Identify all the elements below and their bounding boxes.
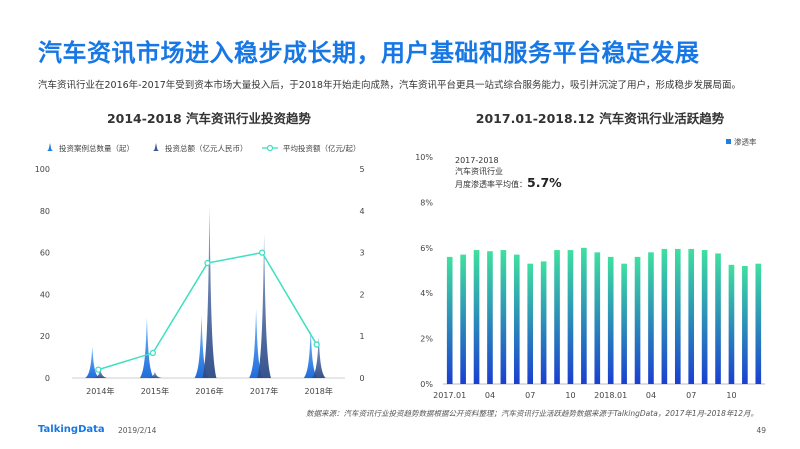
count-spike bbox=[139, 317, 154, 378]
annotation-line2: 汽车资讯行业 bbox=[455, 167, 503, 176]
annotation-line1: 2017-2018 bbox=[455, 156, 499, 165]
x-month-label: 2018.01 bbox=[594, 391, 627, 400]
x-category-label: 2015年 bbox=[141, 386, 169, 396]
avg-investment-point bbox=[313, 341, 320, 348]
penetration-bar bbox=[688, 248, 695, 384]
page-title: 汽车资讯市场进入稳步成长期，用户基础和服务平台稳定发展 bbox=[38, 39, 700, 67]
page-subtitle: 汽车资讯行业在2016年-2017年受到资本市场大量投入后，于2018年开始走向… bbox=[38, 80, 741, 91]
data-source-note: 数据来源：汽车资讯行业投资趋势数据根据公开资料整理；汽车资讯行业活跃趋势数据来源… bbox=[305, 409, 758, 418]
x-category-label: 2018年 bbox=[305, 386, 333, 396]
penetration-bar bbox=[674, 248, 681, 384]
left-y-tick-label: 40 bbox=[40, 290, 50, 299]
penetration-bar bbox=[446, 256, 453, 384]
penetration-bar bbox=[513, 254, 520, 384]
legend-count-marker bbox=[47, 143, 53, 151]
right-y-tick-label: 5 bbox=[359, 165, 364, 174]
penetration-bar bbox=[648, 252, 654, 384]
penetration-bar bbox=[755, 263, 762, 384]
right-y-tick-label: 0 bbox=[359, 374, 364, 383]
x-category-label: 2016年 bbox=[195, 386, 223, 396]
legend-label: 投资案例总数量（起） bbox=[59, 143, 134, 153]
right-y-tick-label: 1 bbox=[359, 332, 364, 341]
amount-spike bbox=[93, 369, 108, 378]
left-y-tick-label: 100 bbox=[35, 165, 50, 174]
left-y-tick-label: 20 bbox=[40, 332, 50, 341]
amount-spike bbox=[311, 336, 326, 378]
penetration-bar bbox=[567, 250, 574, 384]
right-y-tick-label: 2% bbox=[420, 335, 433, 344]
right-y-tick-label: 8% bbox=[420, 198, 433, 207]
x-month-label: 07 bbox=[686, 391, 696, 400]
penetration-bar bbox=[701, 250, 708, 384]
avg-investment-point bbox=[258, 249, 266, 256]
activity-chart-title: 2017.01-2018.12 汽车资讯行业活跃趋势 bbox=[475, 111, 725, 126]
penetration-bar bbox=[581, 247, 587, 384]
x-month-label: 10 bbox=[726, 391, 736, 400]
penetration-bar bbox=[621, 263, 627, 384]
avg-investment-point bbox=[95, 366, 102, 373]
left-y-tick-label: 80 bbox=[40, 207, 50, 216]
right-y-tick-label: 10% bbox=[415, 153, 433, 162]
count-spike bbox=[303, 329, 318, 378]
penetration-bar bbox=[742, 265, 748, 384]
penetration-bar bbox=[460, 254, 466, 384]
annotation-label: 月度渗透率平均值： bbox=[455, 180, 527, 189]
penetration-bar bbox=[661, 248, 668, 384]
x-category-label: 2014年 bbox=[86, 386, 114, 396]
right-y-tick-label: 6% bbox=[420, 244, 433, 253]
legend-amount-marker bbox=[153, 143, 159, 151]
amount-spike bbox=[202, 206, 217, 378]
right-y-tick-label: 2 bbox=[359, 290, 364, 299]
annotation-line3: 月度渗透率平均值：5.7% bbox=[455, 175, 562, 190]
right-y-tick-label: 0% bbox=[420, 380, 433, 389]
penetration-bar bbox=[500, 250, 507, 384]
penetration-annotation: 2017-2018 汽车资讯行业 月度渗透率平均值：5.7% bbox=[455, 155, 562, 190]
avg-investment-point bbox=[204, 259, 211, 267]
penetration-bar bbox=[728, 264, 735, 384]
amount-spike bbox=[147, 371, 162, 378]
penetration-bar bbox=[715, 253, 721, 384]
left-y-tick-label: 0 bbox=[45, 374, 50, 383]
investment-chart: 0 20 40 60 80 100 0 1 2 3 4 5 2014年 2015年 2016年 2017年 20… bbox=[35, 143, 365, 396]
left-y-tick-label: 60 bbox=[40, 249, 50, 258]
penetration-bar bbox=[594, 252, 601, 384]
right-y-tick-label: 3 bbox=[359, 249, 364, 258]
amount-spike bbox=[257, 233, 272, 378]
penetration-bar bbox=[527, 263, 534, 384]
x-category-label: 2017年 bbox=[250, 386, 278, 396]
legend-avg-marker-dot bbox=[266, 144, 274, 152]
count-spike bbox=[249, 309, 264, 378]
avg-investment-point bbox=[149, 349, 157, 357]
talkingdata-logo: TalkingData bbox=[38, 424, 105, 435]
x-month-label: 04 bbox=[646, 391, 656, 400]
annotation-value: 5.7% bbox=[527, 175, 562, 190]
right-y-tick-label: 4 bbox=[359, 207, 364, 216]
count-spike bbox=[194, 315, 209, 378]
count-spike bbox=[85, 346, 100, 378]
x-month-label: 07 bbox=[525, 391, 535, 400]
penetration-bar bbox=[607, 256, 614, 384]
legend-penetration-label: 渗透率 bbox=[734, 137, 757, 147]
activity-chart: 0% 2% 4% 6% 8% 10% 2017.01 04 07 10 2018.01 04 07 10 渗… bbox=[415, 137, 765, 400]
penetration-bar bbox=[634, 256, 641, 384]
legend-label: 投资总额（亿元人民币） bbox=[165, 143, 248, 153]
footer-date: 2019/2/14 bbox=[118, 426, 157, 435]
x-month-label: 10 bbox=[565, 391, 575, 400]
investment-chart-title: 2014-2018 汽车资讯行业投资趋势 bbox=[106, 111, 312, 126]
x-month-label: 2017.01 bbox=[433, 391, 466, 400]
penetration-bar bbox=[473, 250, 480, 384]
legend-penetration-marker bbox=[726, 139, 731, 144]
legend-label: 平均投资额（亿元/起） bbox=[283, 143, 361, 153]
right-y-tick-label: 4% bbox=[420, 289, 433, 298]
penetration-bar bbox=[554, 250, 560, 384]
x-month-label: 04 bbox=[485, 391, 495, 400]
penetration-bar bbox=[540, 261, 547, 384]
penetration-bar bbox=[487, 251, 493, 384]
page-number: 49 bbox=[756, 426, 766, 435]
